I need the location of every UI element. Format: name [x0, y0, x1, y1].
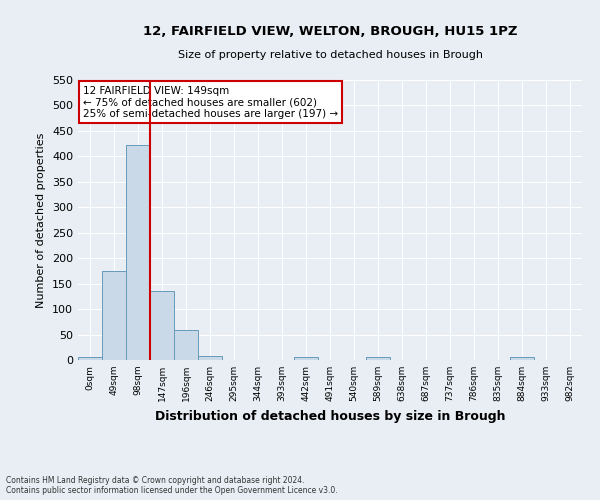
Bar — [174, 330, 198, 360]
Bar — [366, 358, 390, 360]
Bar — [78, 358, 102, 360]
Text: 12 FAIRFIELD VIEW: 149sqm
← 75% of detached houses are smaller (602)
25% of semi: 12 FAIRFIELD VIEW: 149sqm ← 75% of detac… — [83, 86, 338, 119]
Bar — [510, 358, 534, 360]
Bar — [126, 145, 150, 360]
Bar — [150, 292, 174, 360]
Text: Contains HM Land Registry data © Crown copyright and database right 2024.
Contai: Contains HM Land Registry data © Crown c… — [6, 476, 338, 495]
X-axis label: Distribution of detached houses by size in Brough: Distribution of detached houses by size … — [155, 410, 505, 422]
Bar — [102, 271, 126, 360]
Bar — [294, 358, 318, 360]
Y-axis label: Number of detached properties: Number of detached properties — [37, 132, 46, 308]
Text: Size of property relative to detached houses in Brough: Size of property relative to detached ho… — [178, 50, 482, 60]
Text: 12, FAIRFIELD VIEW, WELTON, BROUGH, HU15 1PZ: 12, FAIRFIELD VIEW, WELTON, BROUGH, HU15… — [143, 25, 517, 38]
Bar — [198, 356, 222, 360]
